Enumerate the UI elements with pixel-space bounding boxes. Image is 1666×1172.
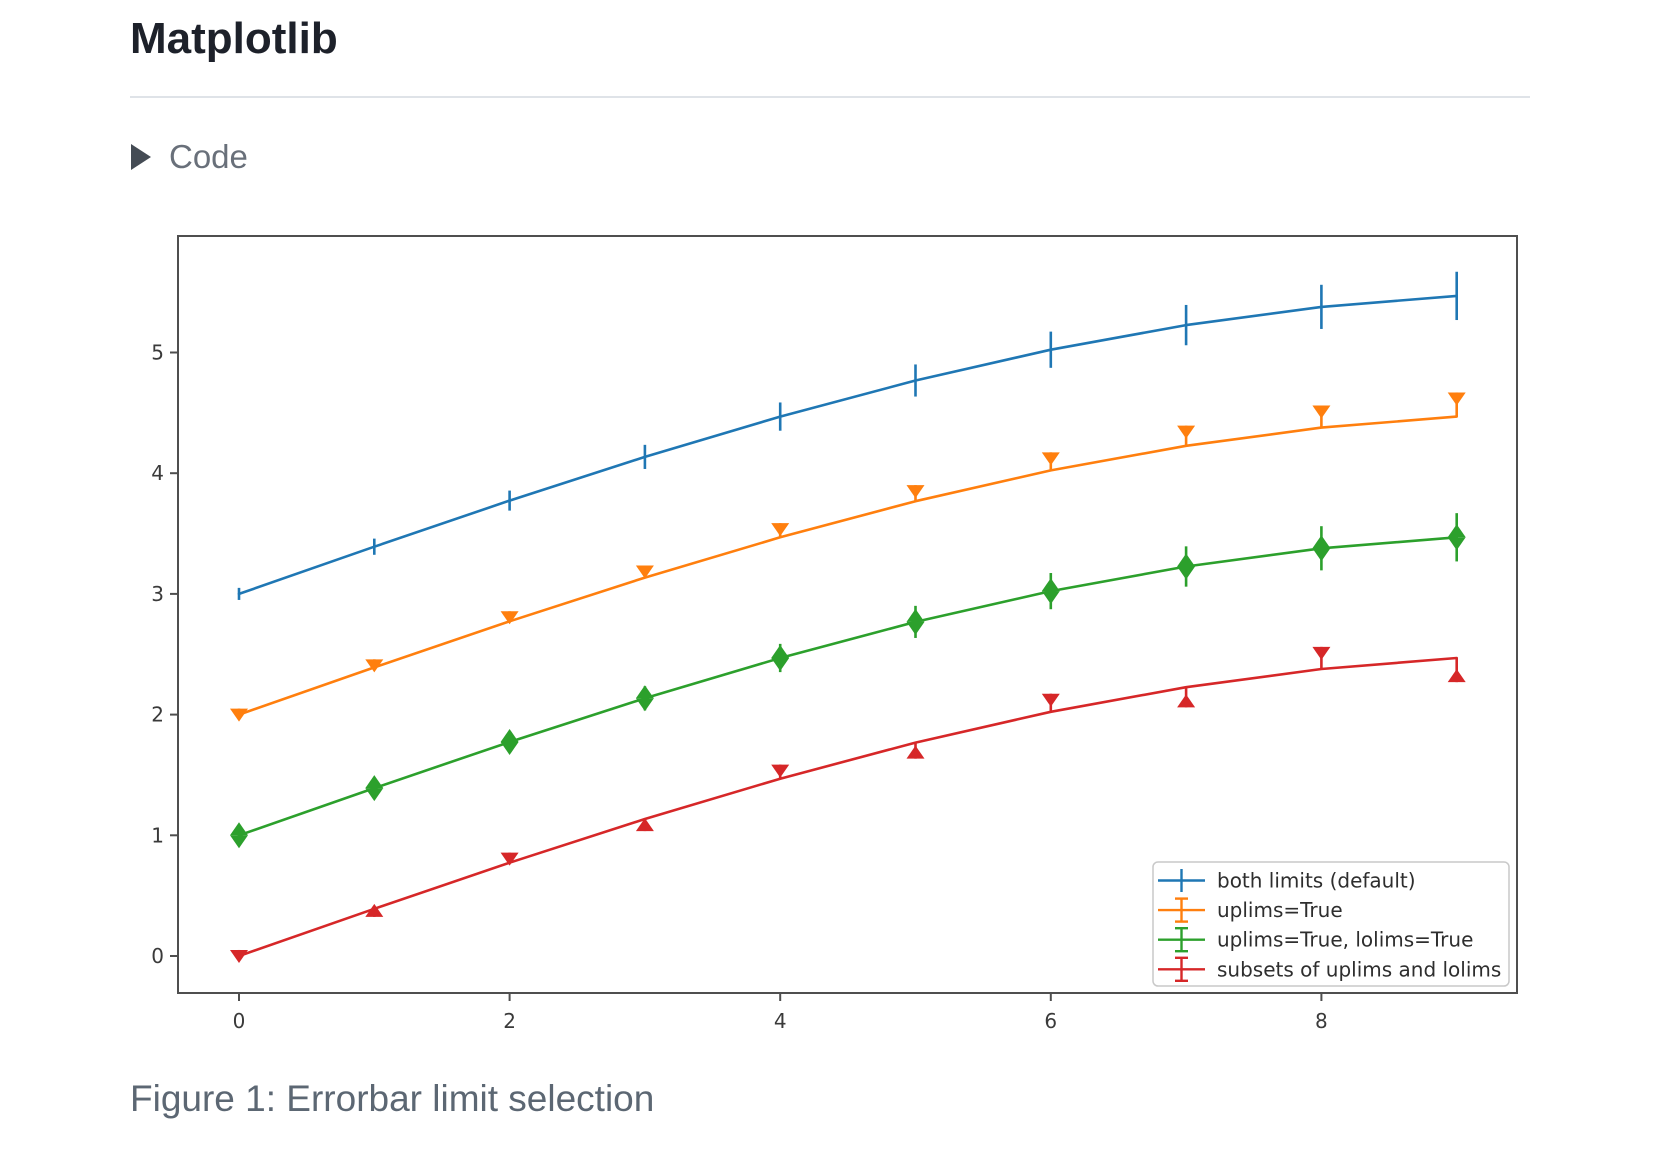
legend-label: uplims=True, lolims=True bbox=[1217, 928, 1473, 952]
caret-up-marker bbox=[771, 644, 790, 658]
caret-down-marker bbox=[1041, 693, 1060, 707]
y-tick-label: 4 bbox=[151, 461, 164, 485]
triangle-right-icon bbox=[131, 144, 151, 170]
x-tick-label: 6 bbox=[1044, 1009, 1057, 1033]
caret-down-marker bbox=[500, 741, 519, 755]
y-axis: 0 1 2 3 4 5 bbox=[151, 341, 178, 968]
series-line bbox=[237, 294, 1458, 596]
code-toggle-label: Code bbox=[169, 138, 248, 175]
series-subsets-of-uplims-and-lolims bbox=[230, 646, 1466, 963]
x-tick-label: 8 bbox=[1315, 1009, 1328, 1033]
caret-up-marker bbox=[635, 685, 654, 699]
y-tick-label: 5 bbox=[151, 341, 164, 365]
y-tick-label: 3 bbox=[151, 582, 164, 606]
legend-label: subsets of uplims and lolims bbox=[1217, 957, 1501, 981]
caret-up-marker bbox=[1041, 578, 1060, 592]
caret-down-marker bbox=[1177, 566, 1196, 580]
caret-down-marker bbox=[230, 835, 248, 849]
caret-down-marker bbox=[1447, 537, 1466, 551]
code-disclosure-toggle[interactable]: Code bbox=[131, 138, 248, 176]
y-tick-label: 0 bbox=[151, 944, 164, 968]
caret-down-marker bbox=[500, 611, 519, 625]
caret-up-marker bbox=[1312, 535, 1331, 549]
caret-up-marker bbox=[500, 728, 519, 742]
caret-down-marker bbox=[1177, 425, 1196, 439]
caret-down-marker bbox=[500, 852, 519, 866]
caret-down-marker bbox=[906, 621, 925, 635]
caret-down-marker bbox=[635, 698, 654, 712]
caret-down-marker bbox=[365, 659, 384, 673]
caret-up-marker bbox=[1447, 669, 1466, 683]
x-tick-label: 0 bbox=[233, 1009, 246, 1033]
legend-entry: uplims=True, lolims=True bbox=[1158, 927, 1473, 953]
x-tick-label: 2 bbox=[503, 1009, 516, 1033]
y-tick-label: 2 bbox=[151, 703, 164, 727]
legend-entry: both limits (default) bbox=[1158, 869, 1416, 893]
legend-label: uplims=True bbox=[1217, 898, 1343, 922]
series-both-limits-default bbox=[237, 271, 1458, 600]
series-uplims-true bbox=[230, 392, 1466, 722]
caret-up-marker bbox=[365, 903, 384, 917]
caret-up-marker bbox=[1447, 524, 1466, 538]
caret-down-marker bbox=[1041, 452, 1060, 466]
caret-down-marker bbox=[230, 708, 248, 722]
series-uplims-true-lolims-true bbox=[230, 513, 1466, 849]
page-title: Matplotlib bbox=[130, 14, 338, 63]
caret-up-marker bbox=[906, 608, 925, 622]
caret-down-marker bbox=[635, 565, 654, 579]
legend: both limits (default) uplims=True uplims=T… bbox=[1152, 861, 1510, 987]
caret-up-marker bbox=[230, 822, 248, 836]
caret-up-marker bbox=[1177, 694, 1196, 708]
caret-up-marker bbox=[635, 818, 654, 832]
caret-up-marker bbox=[906, 745, 925, 759]
legend-entry: uplims=True bbox=[1158, 897, 1343, 923]
legend-box bbox=[1152, 861, 1510, 987]
series-line bbox=[237, 535, 1458, 837]
plot-frame bbox=[177, 235, 1518, 994]
caret-down-marker bbox=[1041, 591, 1060, 605]
x-tick-label: 4 bbox=[774, 1009, 787, 1033]
caret-down-marker bbox=[906, 485, 925, 499]
x-axis: 0 2 4 6 8 bbox=[233, 993, 1328, 1033]
y-tick-label: 1 bbox=[151, 823, 164, 847]
series-line bbox=[237, 656, 1458, 958]
caret-down-marker bbox=[230, 949, 248, 963]
caret-down-marker bbox=[1312, 548, 1331, 562]
caret-up-marker bbox=[365, 775, 384, 789]
caret-down-marker bbox=[365, 788, 384, 802]
caret-down-marker bbox=[771, 764, 790, 778]
caret-down-marker bbox=[771, 657, 790, 671]
caret-up-marker bbox=[1177, 553, 1196, 567]
figure-caption: Figure 1: Errorbar limit selection bbox=[130, 1078, 655, 1119]
caret-down-marker bbox=[1312, 405, 1331, 419]
caret-down-marker bbox=[1447, 392, 1466, 406]
caret-down-marker bbox=[771, 523, 790, 537]
series-line bbox=[237, 415, 1458, 716]
horizontal-divider bbox=[130, 96, 1530, 98]
caret-down-marker bbox=[1312, 646, 1331, 660]
legend-entry: subsets of uplims and lolims bbox=[1158, 956, 1501, 982]
legend-label: both limits (default) bbox=[1217, 869, 1416, 893]
